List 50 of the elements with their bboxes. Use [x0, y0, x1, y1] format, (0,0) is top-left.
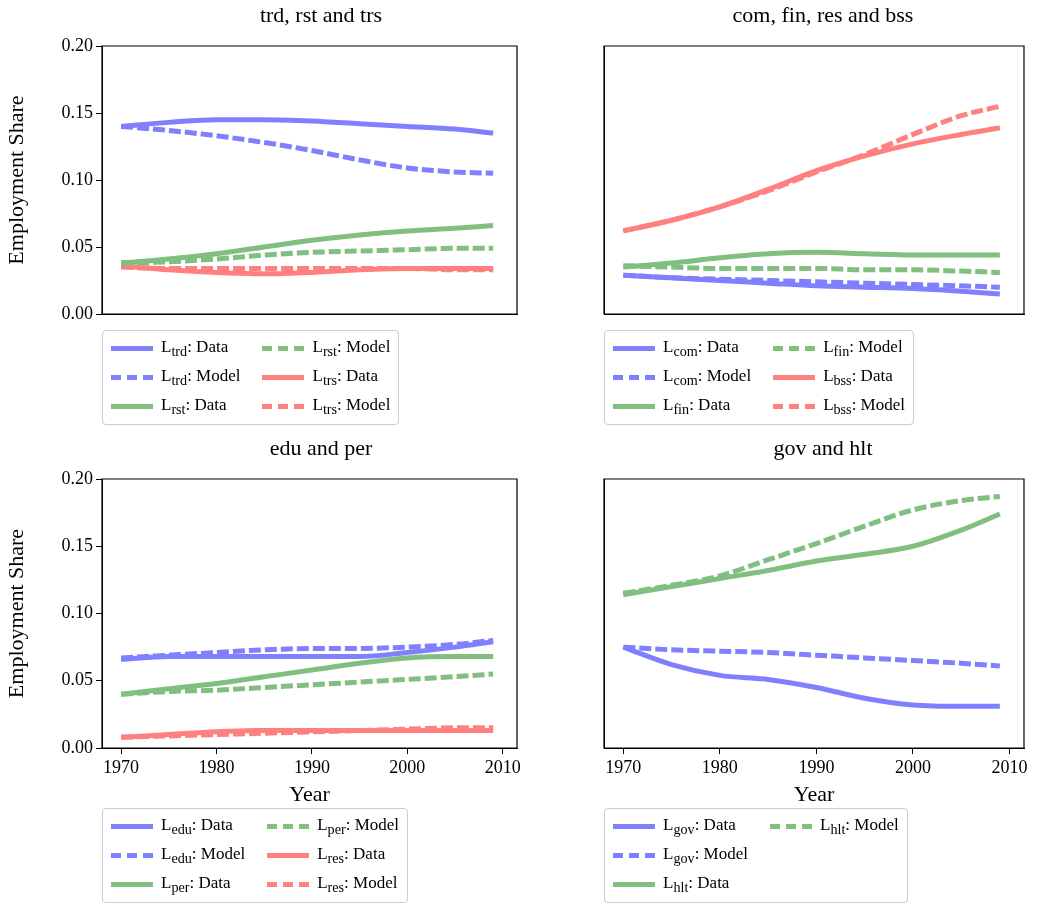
- legend-label: L$_{res}$: Model: [317, 872, 398, 897]
- legend-label: L$_{hlt}$: Model: [819, 814, 899, 839]
- chart-title: edu and per: [268, 434, 374, 462]
- x-tick-label: 2010: [484, 756, 521, 777]
- legend-label: L$_{per}$: Model: [317, 814, 400, 839]
- chart-title: com, fin, res and bss: [731, 1, 915, 29]
- legend-label: L$_{fin}$: Data: [663, 394, 731, 419]
- y-axis-title: Employment Share: [2, 528, 28, 699]
- legend-label: L$_{trd}$: Data: [161, 336, 229, 361]
- y-tick-label: 0.05: [61, 235, 93, 256]
- legend-label: L$_{gov}$: Model: [663, 843, 748, 868]
- legend-label: L$_{trs}$: Model: [312, 394, 391, 419]
- legend-label: L$_{edu}$: Model: [161, 843, 246, 868]
- y-tick-label: 0.20: [61, 467, 93, 488]
- legend-label: L$_{trs}$: Data: [312, 365, 379, 390]
- legend-label: L$_{bss}$: Data: [823, 365, 893, 390]
- legend-label: L$_{trd}$: Model: [161, 365, 241, 390]
- x-axis-title: Year: [793, 780, 835, 806]
- x-tick-label: 1990: [798, 756, 835, 777]
- x-tick-label: 1990: [293, 756, 330, 777]
- x-tick-label: 2010: [991, 756, 1028, 777]
- legend-label: L$_{bss}$: Model: [823, 394, 905, 419]
- chart-title: gov and hlt: [772, 434, 874, 462]
- y-tick-label: 0.20: [61, 34, 93, 55]
- legend-label: L$_{fin}$: Model: [823, 336, 903, 361]
- x-tick-label: 1970: [605, 756, 642, 777]
- y-tick-label: 0.15: [61, 534, 93, 555]
- legend-label: L$_{per}$: Data: [161, 872, 231, 897]
- y-tick-label: 0.00: [61, 302, 93, 323]
- legend-label: L$_{rst}$: Data: [161, 394, 227, 419]
- y-tick-label: 0.15: [61, 101, 93, 122]
- legend-label: L$_{gov}$: Data: [663, 814, 736, 839]
- x-tick-label: 1980: [701, 756, 738, 777]
- y-tick-label: 0.05: [61, 669, 93, 690]
- x-tick-label: 1970: [103, 756, 140, 777]
- x-tick-label: 2000: [894, 756, 931, 777]
- legend-label: L$_{edu}$: Data: [161, 814, 233, 839]
- y-tick-label: 0.10: [61, 602, 93, 623]
- legend-label: L$_{hlt}$: Data: [663, 872, 730, 897]
- x-axis-title: Year: [289, 780, 331, 806]
- legend-label: L$_{com}$: Data: [663, 336, 739, 361]
- legend-label: L$_{res}$: Data: [317, 843, 386, 868]
- legend-label: L$_{rst}$: Model: [312, 336, 391, 361]
- chart-title: trd, rst and trs: [258, 1, 384, 29]
- y-tick-label: 0.10: [61, 168, 93, 189]
- y-tick-label: 0.00: [61, 736, 93, 757]
- legend-label: L$_{com}$: Model: [663, 365, 752, 390]
- x-tick-label: 2000: [389, 756, 426, 777]
- y-axis-title: Employment Share: [2, 95, 28, 265]
- x-tick-label: 1980: [198, 756, 235, 777]
